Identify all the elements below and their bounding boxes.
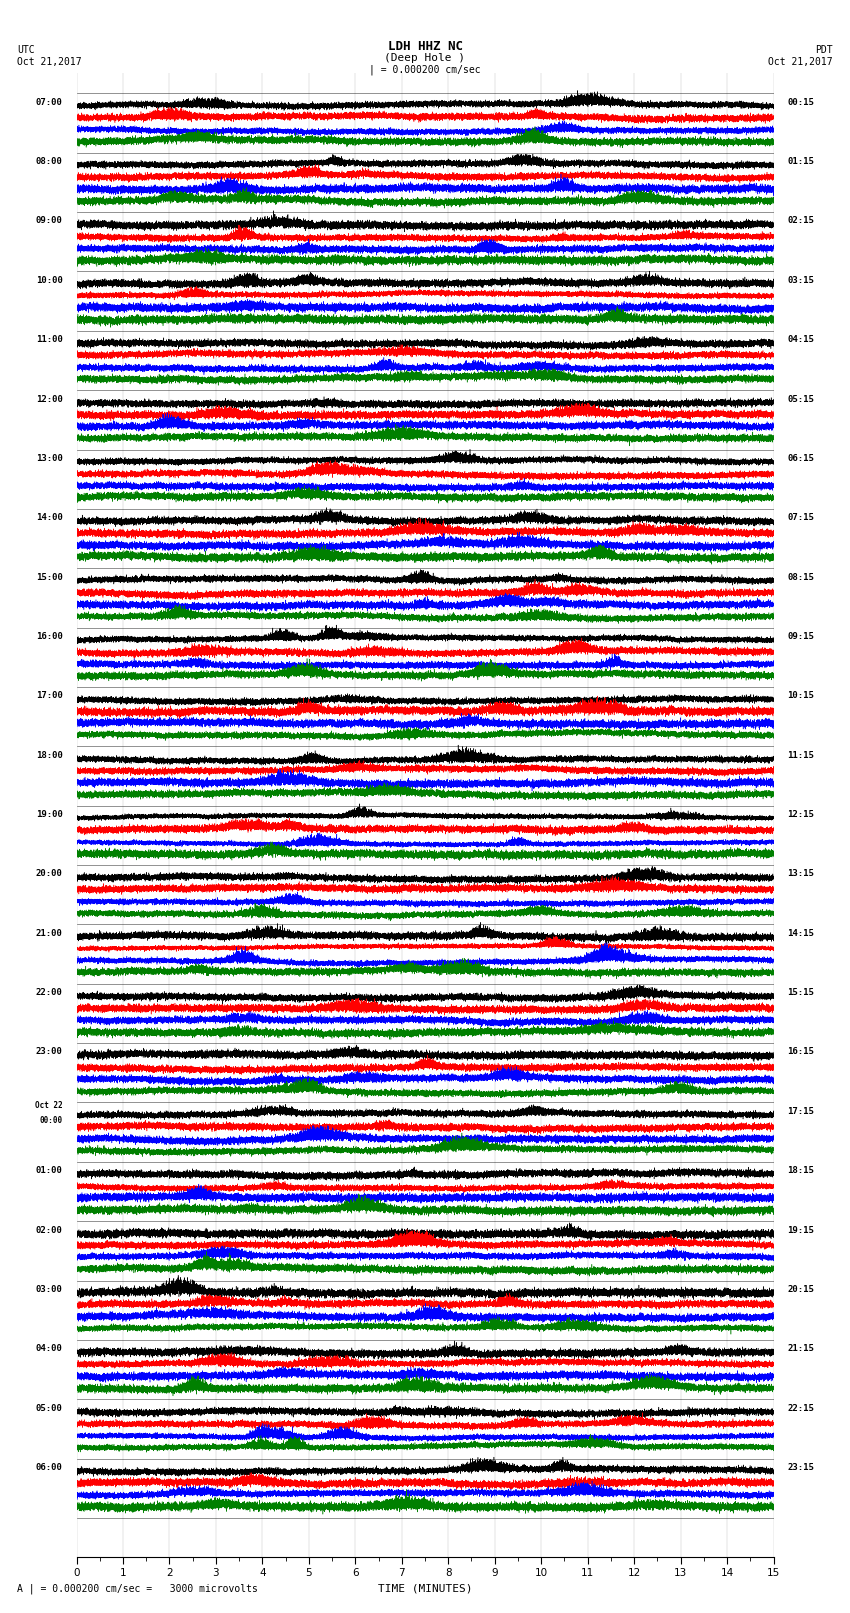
Text: 21:15: 21:15 bbox=[787, 1344, 814, 1353]
Text: Oct 22: Oct 22 bbox=[35, 1102, 63, 1110]
Text: PDT
Oct 21,2017: PDT Oct 21,2017 bbox=[768, 45, 833, 66]
Text: 22:00: 22:00 bbox=[36, 989, 63, 997]
Text: 01:00: 01:00 bbox=[36, 1166, 63, 1176]
Text: 02:15: 02:15 bbox=[787, 216, 814, 226]
Text: A | = 0.000200 cm/sec =   3000 microvolts: A | = 0.000200 cm/sec = 3000 microvolts bbox=[17, 1582, 258, 1594]
Text: 16:00: 16:00 bbox=[36, 632, 63, 640]
Text: 09:00: 09:00 bbox=[36, 216, 63, 226]
Text: 23:00: 23:00 bbox=[36, 1047, 63, 1057]
Text: 06:15: 06:15 bbox=[787, 453, 814, 463]
Text: 05:15: 05:15 bbox=[787, 395, 814, 403]
Text: 00:15: 00:15 bbox=[787, 98, 814, 106]
Text: 19:15: 19:15 bbox=[787, 1226, 814, 1234]
Text: 17:15: 17:15 bbox=[787, 1107, 814, 1116]
Text: 06:00: 06:00 bbox=[36, 1463, 63, 1473]
Text: | = 0.000200 cm/sec: | = 0.000200 cm/sec bbox=[369, 65, 481, 76]
Text: 15:00: 15:00 bbox=[36, 573, 63, 582]
X-axis label: TIME (MINUTES): TIME (MINUTES) bbox=[377, 1584, 473, 1594]
Text: 20:00: 20:00 bbox=[36, 869, 63, 879]
Text: 05:00: 05:00 bbox=[36, 1403, 63, 1413]
Text: 03:00: 03:00 bbox=[36, 1286, 63, 1294]
Text: 21:00: 21:00 bbox=[36, 929, 63, 937]
Text: 07:15: 07:15 bbox=[787, 513, 814, 523]
Text: 12:00: 12:00 bbox=[36, 395, 63, 403]
Text: LDH HHZ NC: LDH HHZ NC bbox=[388, 40, 462, 53]
Text: 13:15: 13:15 bbox=[787, 869, 814, 879]
Text: 07:00: 07:00 bbox=[36, 98, 63, 106]
Text: (Deep Hole ): (Deep Hole ) bbox=[384, 53, 466, 63]
Text: 17:00: 17:00 bbox=[36, 692, 63, 700]
Text: 14:00: 14:00 bbox=[36, 513, 63, 523]
Text: 11:00: 11:00 bbox=[36, 336, 63, 344]
Text: 19:00: 19:00 bbox=[36, 810, 63, 819]
Text: 18:15: 18:15 bbox=[787, 1166, 814, 1176]
Text: 12:15: 12:15 bbox=[787, 810, 814, 819]
Text: 13:00: 13:00 bbox=[36, 453, 63, 463]
Text: 16:15: 16:15 bbox=[787, 1047, 814, 1057]
Text: 10:15: 10:15 bbox=[787, 692, 814, 700]
Text: 10:00: 10:00 bbox=[36, 276, 63, 286]
Text: 22:15: 22:15 bbox=[787, 1403, 814, 1413]
Text: 04:00: 04:00 bbox=[36, 1344, 63, 1353]
Text: 02:00: 02:00 bbox=[36, 1226, 63, 1234]
Text: 08:00: 08:00 bbox=[36, 156, 63, 166]
Text: 00:00: 00:00 bbox=[39, 1116, 63, 1124]
Text: 04:15: 04:15 bbox=[787, 336, 814, 344]
Text: 01:15: 01:15 bbox=[787, 156, 814, 166]
Text: 23:15: 23:15 bbox=[787, 1463, 814, 1473]
Text: 09:15: 09:15 bbox=[787, 632, 814, 640]
Text: 11:15: 11:15 bbox=[787, 750, 814, 760]
Text: 03:15: 03:15 bbox=[787, 276, 814, 286]
Text: 08:15: 08:15 bbox=[787, 573, 814, 582]
Text: 15:15: 15:15 bbox=[787, 989, 814, 997]
Text: 14:15: 14:15 bbox=[787, 929, 814, 937]
Text: 20:15: 20:15 bbox=[787, 1286, 814, 1294]
Text: 18:00: 18:00 bbox=[36, 750, 63, 760]
Text: UTC
Oct 21,2017: UTC Oct 21,2017 bbox=[17, 45, 82, 66]
